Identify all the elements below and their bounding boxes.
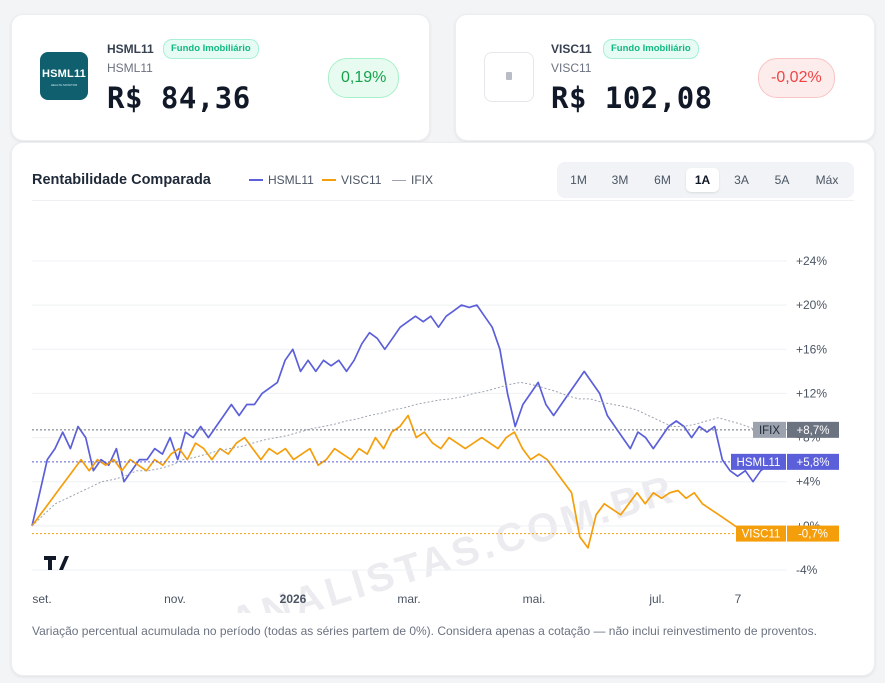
- series-line-hsml11: [31, 304, 777, 527]
- y-tick-label: +16%: [796, 342, 827, 356]
- y-tick-label: +12%: [796, 386, 827, 400]
- last-value-tag: +8,7%: [797, 425, 830, 437]
- ticker-subname: VISC11: [551, 61, 592, 75]
- line-chart[interactable]: ANALISTAS.COM.BR+24%+20%+16%+12%+8%+4%+0…: [12, 143, 874, 613]
- timeframe-3a[interactable]: 3A: [734, 173, 749, 187]
- series-name-tag: IFIX: [759, 425, 780, 437]
- series-name-tag-bg: [753, 421, 786, 438]
- logo-subtext: HEALTH MONITOR: [50, 83, 78, 87]
- ticker-name: VISC11: [551, 42, 592, 56]
- change-badge: 0,19%: [328, 58, 400, 98]
- x-tick-label: jul.: [648, 592, 664, 606]
- last-value-tag-bg: [787, 421, 839, 438]
- hsml11-logo: HSML11 HEALTH MONITOR: [40, 52, 88, 100]
- x-tick-label: 7: [735, 592, 742, 606]
- y-tick-label: +20%: [796, 298, 827, 312]
- x-tick-label: set.: [32, 592, 51, 606]
- last-value-tag: -0,7%: [798, 529, 828, 541]
- series-name-tag: VISC11: [742, 529, 781, 541]
- y-tick-label: +24%: [796, 254, 827, 268]
- legend-label: HSML11: [268, 173, 314, 187]
- x-tick-label: 2026: [280, 592, 307, 606]
- legend-label: VISC11: [341, 173, 382, 187]
- x-tick-label: mar.: [397, 592, 420, 606]
- last-value-tag: +5,8%: [797, 457, 830, 469]
- legend-item-ifix[interactable]: IFIX: [392, 173, 433, 187]
- legend-item-visc11[interactable]: VISC11: [322, 173, 381, 187]
- timeframe-1m[interactable]: 1M: [570, 173, 587, 187]
- series-name-tag-bg: [731, 453, 786, 470]
- legend-swatch: [392, 179, 406, 181]
- timeframe-6m[interactable]: 6M: [654, 173, 671, 187]
- asset-card-hsml11[interactable]: HSML11 HEALTH MONITOR HSML11 Fundo Imobi…: [11, 14, 430, 141]
- chart-title: Rentabilidade Comparada: [32, 172, 211, 188]
- timeframe-5a[interactable]: 5A: [774, 173, 790, 187]
- legend-swatch: [249, 179, 263, 181]
- timeframe-1a[interactable]: 1A: [686, 168, 719, 192]
- timeframe-3m[interactable]: 3M: [611, 173, 629, 187]
- series-name-tag-bg: [736, 525, 786, 542]
- price: R$ 102,08: [551, 81, 713, 115]
- series-name-tag: HSML11: [737, 457, 781, 469]
- ticker-subname: HSML11: [107, 61, 153, 75]
- fund-type-badge: Fundo Imobiliário: [163, 39, 259, 59]
- y-tick-label: -4%: [796, 563, 818, 577]
- x-tick-label: nov.: [164, 592, 186, 606]
- legend-item-hsml11[interactable]: HSML11: [249, 173, 314, 187]
- series-line-ifix: [31, 381, 789, 527]
- change-badge: -0,02%: [758, 58, 835, 98]
- logo-text: HSML11: [42, 68, 86, 80]
- last-value-tag-bg: [787, 453, 839, 470]
- visc11-logo: [484, 52, 534, 102]
- chart-card: Rentabilidade Comparada HSML11 VISC11 IF…: [11, 142, 875, 676]
- header-divider: [32, 200, 854, 201]
- y-tick-label: +4%: [796, 475, 821, 489]
- legend-label: IFIX: [411, 173, 434, 187]
- series-line-visc11: [31, 414, 777, 549]
- logo-mark-icon: [506, 72, 512, 80]
- ticker-name: HSML11: [107, 42, 154, 56]
- timeframe-max[interactable]: Máx: [815, 173, 839, 187]
- asset-card-visc11[interactable]: VISC11 Fundo Imobiliário VISC11 R$ 102,0…: [455, 14, 875, 141]
- price: R$ 84,36: [107, 81, 251, 115]
- fund-type-badge: Fundo Imobiliário: [603, 39, 699, 59]
- x-tick-label: mai.: [523, 592, 546, 606]
- legend-swatch: [322, 179, 336, 181]
- last-value-tag-bg: [787, 525, 839, 542]
- timeframe-selector: 1M 3M 6M 1A 3A 5A Máx: [557, 162, 854, 198]
- tradingview-logo-icon: [44, 556, 69, 570]
- chart-footnote: Variação percentual acumulada no período…: [32, 624, 817, 638]
